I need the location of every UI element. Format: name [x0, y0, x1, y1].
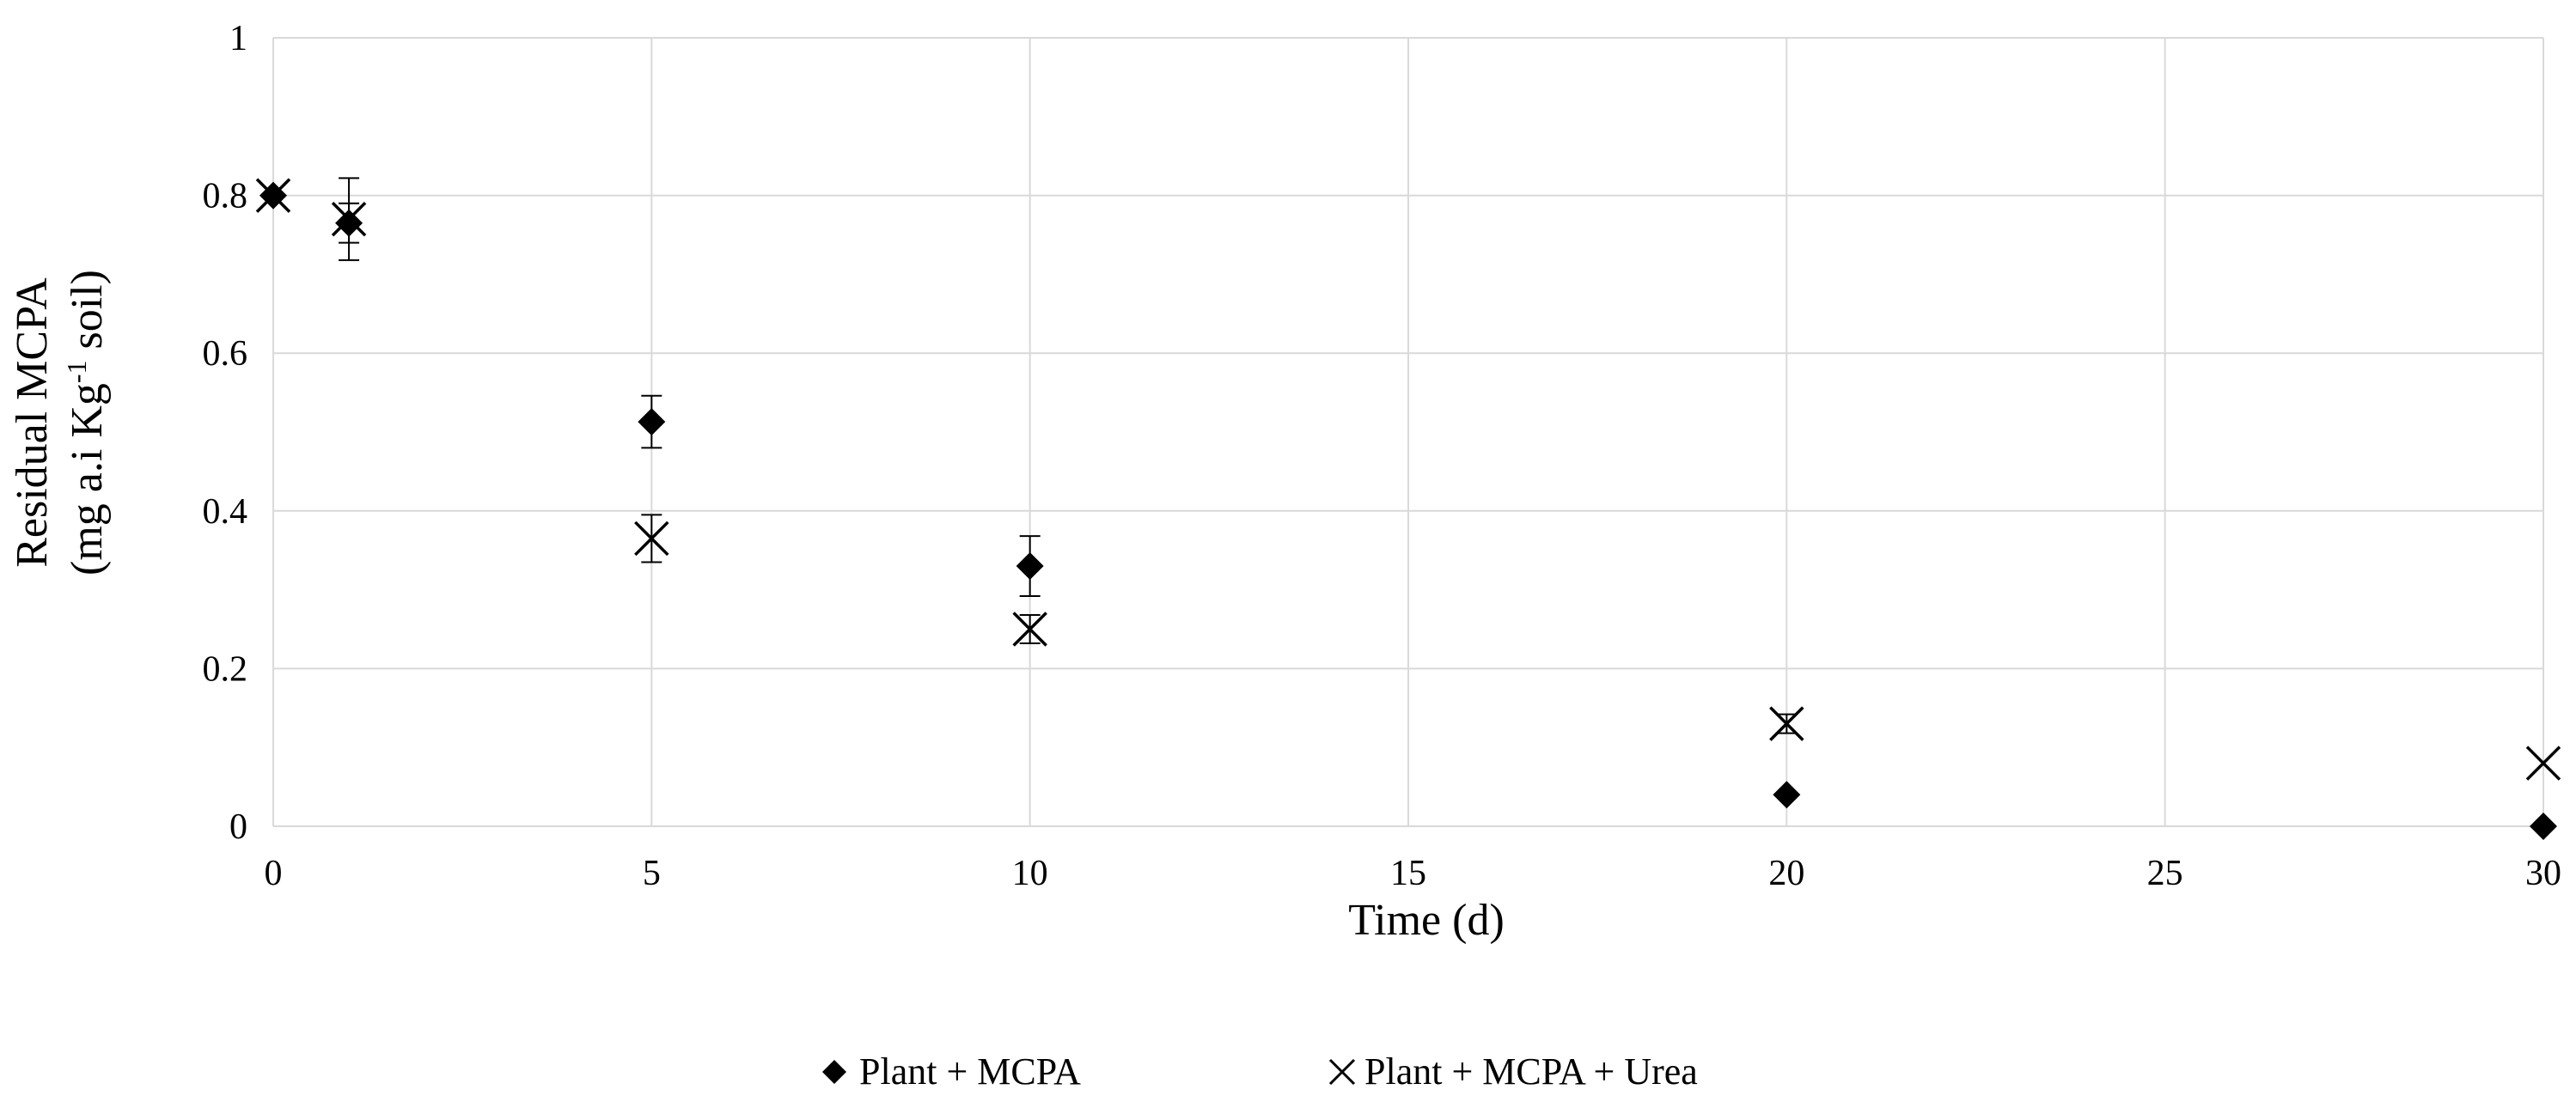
y-tick-label: 0.2 — [203, 649, 248, 689]
data-point-plant-mcpa — [335, 209, 363, 237]
x-marker-stroke — [2525, 746, 2561, 781]
y-axis-unit-suffix: soil) — [63, 270, 112, 360]
data-point-plant-mcpa-urea — [255, 178, 291, 213]
y-tick-label: 0.6 — [203, 334, 248, 374]
y-tick-label: 0.4 — [203, 492, 248, 532]
y-axis-title-line2: (mg a.i Kg-1 soil) — [61, 270, 112, 575]
x-marker-stroke — [1012, 612, 1047, 647]
data-point-plant-mcpa — [1773, 781, 1801, 809]
y-axis-title: Residual MCPA (mg a.i Kg-1 soil) — [8, 270, 112, 575]
y-axis-unit-superscript: -1 — [61, 360, 92, 383]
y-tick-label: 1 — [229, 19, 247, 58]
y-axis-unit-prefix: (mg a.i Kg — [63, 383, 112, 575]
tick-label-layer: 00.20.40.60.810 5 10 15 20 25 30 — [203, 19, 2562, 893]
data-point-plant-mcpa-urea — [2525, 746, 2561, 781]
x-axis-title: Time (d) — [1348, 896, 1505, 945]
error-bar-layer — [339, 177, 1798, 734]
x-tick-label: 20 — [1768, 854, 1804, 893]
data-point-plant-mcpa — [1016, 552, 1044, 581]
legend: Plant + MCPA Plant + MCPA + Urea — [822, 1050, 1698, 1093]
legend-marker-diamond — [822, 1060, 846, 1084]
legend-label-plant-mcpa-urea: Plant + MCPA + Urea — [1364, 1050, 1698, 1093]
data-point-plant-mcpa-urea — [1012, 612, 1047, 647]
grid-layer — [272, 37, 2544, 827]
y-tick-label: 0 — [229, 807, 247, 847]
x-tick-label: 15 — [1390, 854, 1426, 893]
x-tick-label: 30 — [2525, 854, 2561, 893]
x-tick-label: 0 — [265, 854, 283, 893]
y-axis-title-line1: Residual MCPA — [8, 277, 57, 568]
x-tick-label: 5 — [643, 854, 661, 893]
legend-label-plant-mcpa: Plant + MCPA — [859, 1050, 1081, 1093]
x-marker-stroke — [255, 178, 291, 213]
x-marker-stroke — [331, 201, 367, 237]
x-marker-stroke — [634, 521, 669, 557]
data-point-plant-mcpa-urea — [331, 201, 367, 237]
x-marker-stroke — [1769, 706, 1804, 741]
x-tick-label: 10 — [1012, 854, 1048, 893]
legend-marker-x — [1328, 1058, 1356, 1086]
data-point-plant-mcpa — [638, 408, 666, 436]
marker-layer — [255, 178, 2561, 840]
data-point-plant-mcpa-urea — [634, 521, 669, 557]
y-tick-label: 0.8 — [203, 177, 248, 216]
data-point-plant-mcpa — [2530, 813, 2557, 840]
x-tick-label: 25 — [2147, 854, 2183, 893]
data-point-plant-mcpa-urea — [1769, 706, 1804, 741]
